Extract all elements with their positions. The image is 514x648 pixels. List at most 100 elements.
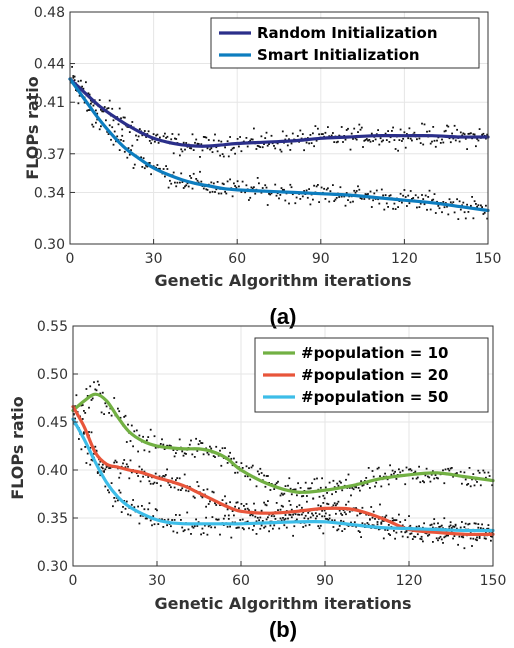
scatter-point (74, 405, 76, 408)
scatter-point (253, 186, 255, 189)
scatter-point (333, 141, 336, 143)
scatter-point (340, 126, 343, 128)
scatter-point (238, 145, 240, 148)
scatter-point (478, 128, 481, 130)
scatter-point (122, 140, 125, 142)
y-axis-label: FLOPs ratio (23, 76, 42, 180)
scatter-point (323, 497, 326, 500)
scatter-point (183, 529, 186, 531)
scatter-point (235, 501, 238, 504)
scatter-point (288, 500, 291, 502)
x-tick-label: 90 (312, 251, 330, 267)
scatter-point (90, 102, 92, 105)
scatter-point (424, 474, 427, 477)
scatter-point (226, 525, 229, 528)
scatter-point (168, 484, 171, 486)
scatter-point (163, 519, 166, 521)
scatter-point (181, 487, 184, 490)
scatter-point (155, 134, 157, 137)
scatter-point (159, 443, 162, 445)
scatter-point (491, 531, 494, 534)
scatter-point (368, 139, 371, 141)
scatter-point (243, 528, 245, 531)
scatter-point (202, 187, 205, 190)
scatter-point (240, 462, 243, 464)
legend-box (254, 337, 489, 413)
scatter-point (448, 198, 451, 201)
scatter-point (123, 116, 126, 119)
scatter-point (387, 206, 389, 208)
scatter-point (105, 119, 107, 122)
scatter-point (153, 435, 156, 438)
scatter-point (336, 502, 339, 505)
scatter-point (107, 133, 110, 135)
scatter-point (358, 123, 361, 126)
scatter-point (156, 133, 159, 136)
scatter-point (138, 522, 141, 525)
scatter-point (294, 202, 297, 205)
scatter-point (235, 186, 238, 189)
scatter-point (206, 147, 209, 150)
scatter-point (118, 489, 121, 492)
scatter-point (83, 101, 86, 104)
scatter-point (338, 134, 341, 137)
scatter-point (241, 527, 244, 529)
scatter-point (367, 139, 369, 142)
scatter-point (431, 199, 433, 202)
scatter-point (477, 139, 480, 142)
scatter-point (209, 445, 211, 448)
scatter-point (335, 491, 337, 493)
scatter-point (258, 145, 260, 148)
scatter-point (450, 527, 453, 529)
scatter-point (256, 145, 259, 147)
scatter-point (233, 457, 235, 460)
scatter-point (487, 471, 490, 474)
scatter-point (273, 145, 275, 147)
scatter-point (85, 388, 88, 390)
scatter-point (436, 139, 438, 142)
scatter-point (440, 538, 443, 541)
scatter-point (404, 519, 407, 521)
scatter-point (367, 193, 369, 195)
scatter-point (459, 208, 462, 211)
scatter-point (336, 482, 339, 485)
scatter-point (324, 512, 327, 515)
scatter-point (263, 501, 265, 504)
scatter-point (378, 143, 381, 146)
scatter-point (398, 139, 401, 141)
scatter-point (124, 414, 127, 417)
scatter-point (244, 475, 247, 478)
scatter-point (229, 178, 231, 181)
scatter-point (424, 194, 427, 197)
scatter-point (172, 530, 175, 533)
scatter-point (86, 452, 89, 455)
scatter-point (137, 475, 139, 477)
scatter-point (338, 525, 341, 527)
scatter-point (265, 186, 268, 189)
scatter-point (99, 474, 102, 477)
scatter-point (423, 203, 426, 206)
scatter-point (482, 469, 485, 472)
scatter-point (332, 479, 335, 482)
scatter-point (176, 181, 179, 184)
scatter-point (288, 202, 290, 205)
scatter-point (422, 540, 424, 543)
y-tick-label: 0.44 (34, 57, 65, 73)
scatter-point (147, 130, 150, 133)
scatter-point (312, 198, 314, 201)
scatter-point (73, 75, 76, 78)
scatter-point (123, 416, 126, 418)
scatter-point (434, 145, 437, 148)
scatter-point (87, 109, 90, 111)
scatter-point (442, 141, 445, 144)
scatter-point (483, 537, 486, 540)
scatter-point (473, 484, 476, 487)
scatter-point (478, 537, 481, 539)
scatter-point (253, 502, 255, 505)
scatter-point (454, 139, 457, 142)
scatter-point (370, 506, 373, 508)
panel-label: (b) (269, 617, 297, 642)
scatter-point (139, 480, 142, 483)
scatter-point (195, 437, 197, 440)
scatter-point (96, 118, 99, 121)
